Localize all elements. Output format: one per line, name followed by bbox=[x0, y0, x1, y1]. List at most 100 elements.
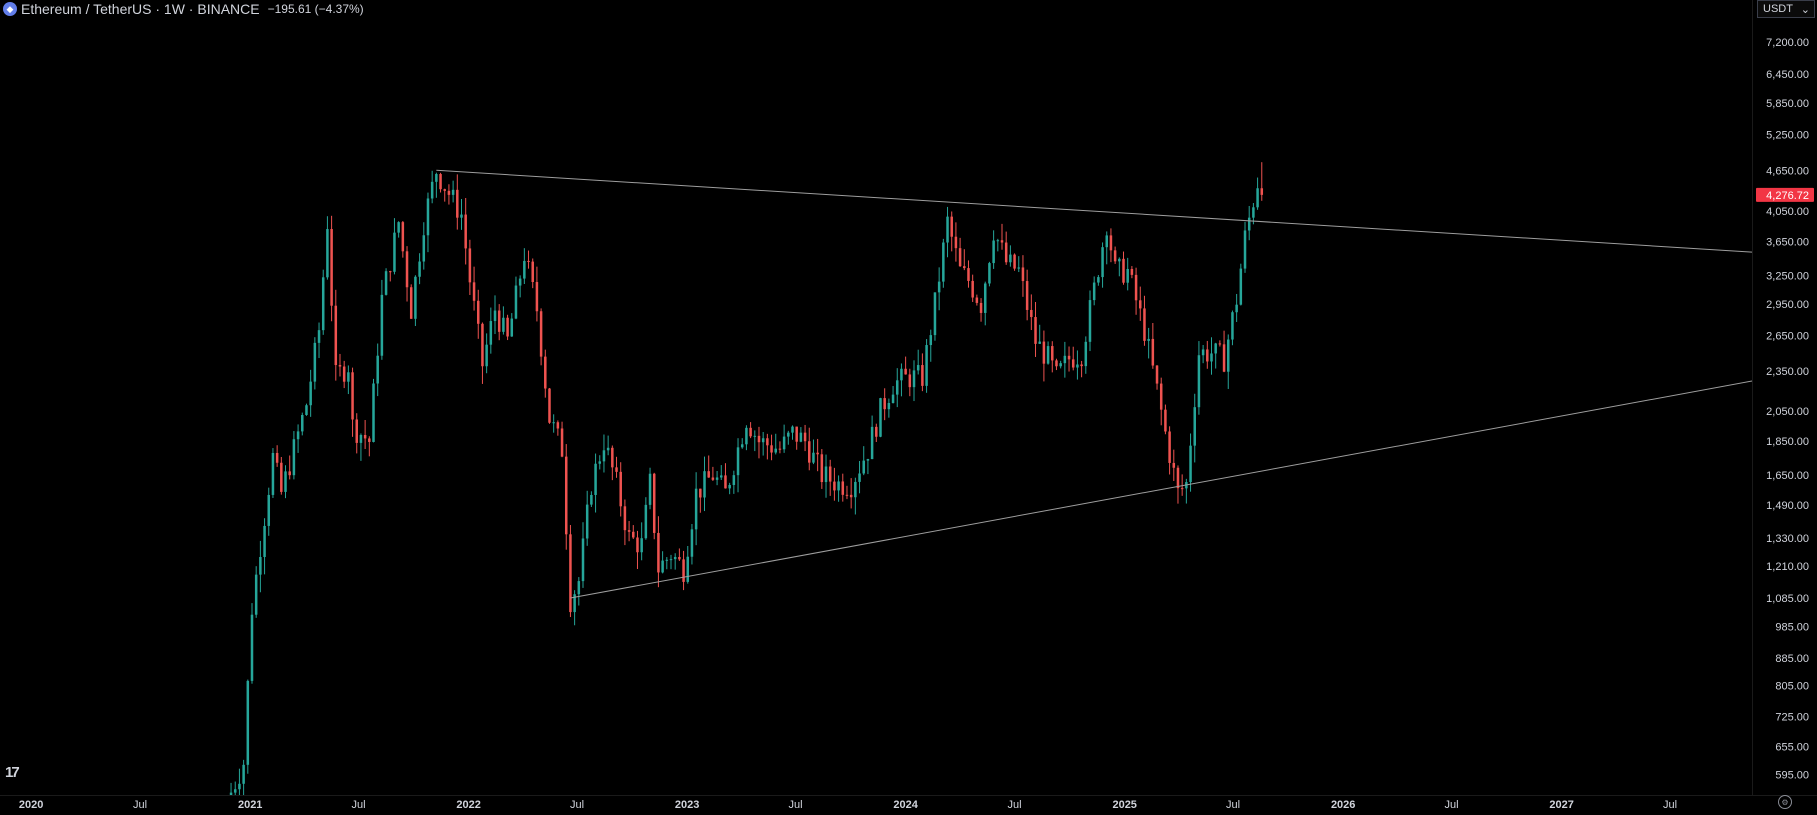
candle-body bbox=[967, 268, 970, 281]
settings-icon[interactable]: ⚙ bbox=[1778, 795, 1792, 809]
candle-body bbox=[694, 488, 698, 530]
x-tick-label: 2023 bbox=[675, 799, 699, 811]
candle-body bbox=[753, 435, 757, 437]
candle-body bbox=[1109, 235, 1113, 251]
candle-body bbox=[1000, 240, 1004, 243]
candle-body bbox=[1130, 268, 1134, 275]
candle-body bbox=[1143, 308, 1146, 341]
candle-body bbox=[1214, 343, 1217, 354]
candle-body bbox=[849, 494, 853, 498]
ethereum-icon[interactable]: ◆ bbox=[3, 2, 17, 16]
candle-body bbox=[636, 537, 639, 553]
candle-body bbox=[866, 459, 870, 461]
candle-body bbox=[372, 383, 375, 442]
candle-body bbox=[359, 434, 363, 443]
candle-body bbox=[1004, 242, 1008, 263]
candle-body bbox=[845, 494, 849, 496]
candle-body bbox=[916, 365, 920, 371]
candle-body bbox=[1256, 188, 1259, 208]
candle-body bbox=[652, 473, 656, 533]
candle-body bbox=[1051, 346, 1054, 361]
candle-body bbox=[1172, 462, 1176, 468]
candle-body bbox=[971, 280, 974, 298]
candle-body bbox=[787, 432, 790, 437]
candle-body bbox=[963, 266, 966, 269]
candle-body bbox=[539, 311, 543, 357]
candle-body bbox=[1252, 207, 1255, 218]
candle-body bbox=[1013, 254, 1016, 269]
candle-body bbox=[648, 473, 652, 505]
y-tick-label: 805.00 bbox=[1775, 681, 1809, 693]
candle-body bbox=[950, 216, 953, 237]
candle-body bbox=[435, 174, 438, 182]
candle-body bbox=[996, 240, 1000, 242]
candle-body bbox=[451, 189, 455, 195]
time-axis-divider bbox=[0, 795, 1817, 796]
y-tick-label: 5,850.00 bbox=[1766, 98, 1809, 110]
candle-body bbox=[493, 310, 497, 322]
candle-body bbox=[334, 305, 338, 366]
candle-body bbox=[384, 271, 388, 295]
candle-body bbox=[1151, 338, 1155, 366]
candle-body bbox=[456, 189, 459, 218]
resistance-trendline bbox=[436, 169, 1753, 253]
candle-body bbox=[766, 438, 769, 446]
x-tick-label: 2027 bbox=[1549, 799, 1573, 811]
tradingview-logo[interactable]: 17 bbox=[5, 764, 20, 781]
candle-body bbox=[854, 481, 857, 498]
candle-body bbox=[594, 463, 597, 495]
candle-body bbox=[368, 438, 371, 442]
candle-body bbox=[1084, 341, 1088, 367]
candle-body bbox=[862, 460, 865, 474]
symbol-title[interactable]: Ethereum / TetherUS · 1W · BINANCE bbox=[21, 1, 260, 17]
candle-body bbox=[1235, 304, 1238, 313]
candle-body bbox=[891, 394, 895, 403]
candle-body bbox=[1092, 282, 1096, 301]
candle-body bbox=[1247, 217, 1251, 231]
candle-body bbox=[284, 471, 287, 492]
candle-body bbox=[1122, 258, 1125, 283]
candle-body bbox=[828, 466, 832, 482]
y-tick-label: 3,650.00 bbox=[1766, 236, 1809, 248]
candle-body bbox=[1076, 364, 1079, 368]
candle-body bbox=[795, 426, 798, 442]
candle-body bbox=[1159, 383, 1163, 410]
candle-body bbox=[1113, 250, 1117, 262]
candle-body bbox=[745, 427, 748, 445]
x-tick-label: 2025 bbox=[1112, 799, 1136, 811]
candle-body bbox=[673, 556, 677, 560]
candle-body bbox=[1046, 346, 1050, 364]
candle-body bbox=[1097, 277, 1100, 283]
candle-body bbox=[736, 447, 740, 476]
candle-body bbox=[1034, 317, 1037, 344]
candle-body bbox=[518, 278, 522, 286]
x-tick-label: Jul bbox=[1444, 799, 1458, 811]
candle-body bbox=[527, 260, 530, 262]
x-tick-label: Jul bbox=[570, 799, 584, 811]
candle-body bbox=[711, 477, 715, 480]
candle-body bbox=[774, 448, 777, 453]
candle-body bbox=[497, 310, 501, 332]
candle-body bbox=[254, 574, 258, 615]
y-tick-label: 1,330.00 bbox=[1766, 533, 1809, 545]
y-tick-label: 885.00 bbox=[1775, 653, 1809, 665]
x-tick-label: Jul bbox=[788, 799, 802, 811]
candle-body bbox=[749, 427, 752, 437]
candle-body bbox=[464, 214, 467, 249]
candle-body bbox=[1218, 343, 1222, 345]
candle-body bbox=[657, 532, 660, 573]
chevron-down-icon: ⌄ bbox=[1800, 3, 1810, 16]
candle-body bbox=[778, 448, 782, 450]
candle-body bbox=[1063, 355, 1067, 364]
candle-body bbox=[321, 277, 325, 331]
candle-body bbox=[250, 614, 254, 681]
candle-body bbox=[275, 452, 279, 463]
candle-body bbox=[900, 368, 903, 381]
candle-body bbox=[506, 317, 509, 337]
currency-unit-selector[interactable]: USDT ⌄ bbox=[1757, 0, 1815, 18]
y-tick-label: 595.00 bbox=[1775, 770, 1809, 782]
candle-body bbox=[309, 381, 312, 406]
candle-body bbox=[585, 504, 589, 539]
y-tick-label: 725.00 bbox=[1775, 711, 1809, 723]
